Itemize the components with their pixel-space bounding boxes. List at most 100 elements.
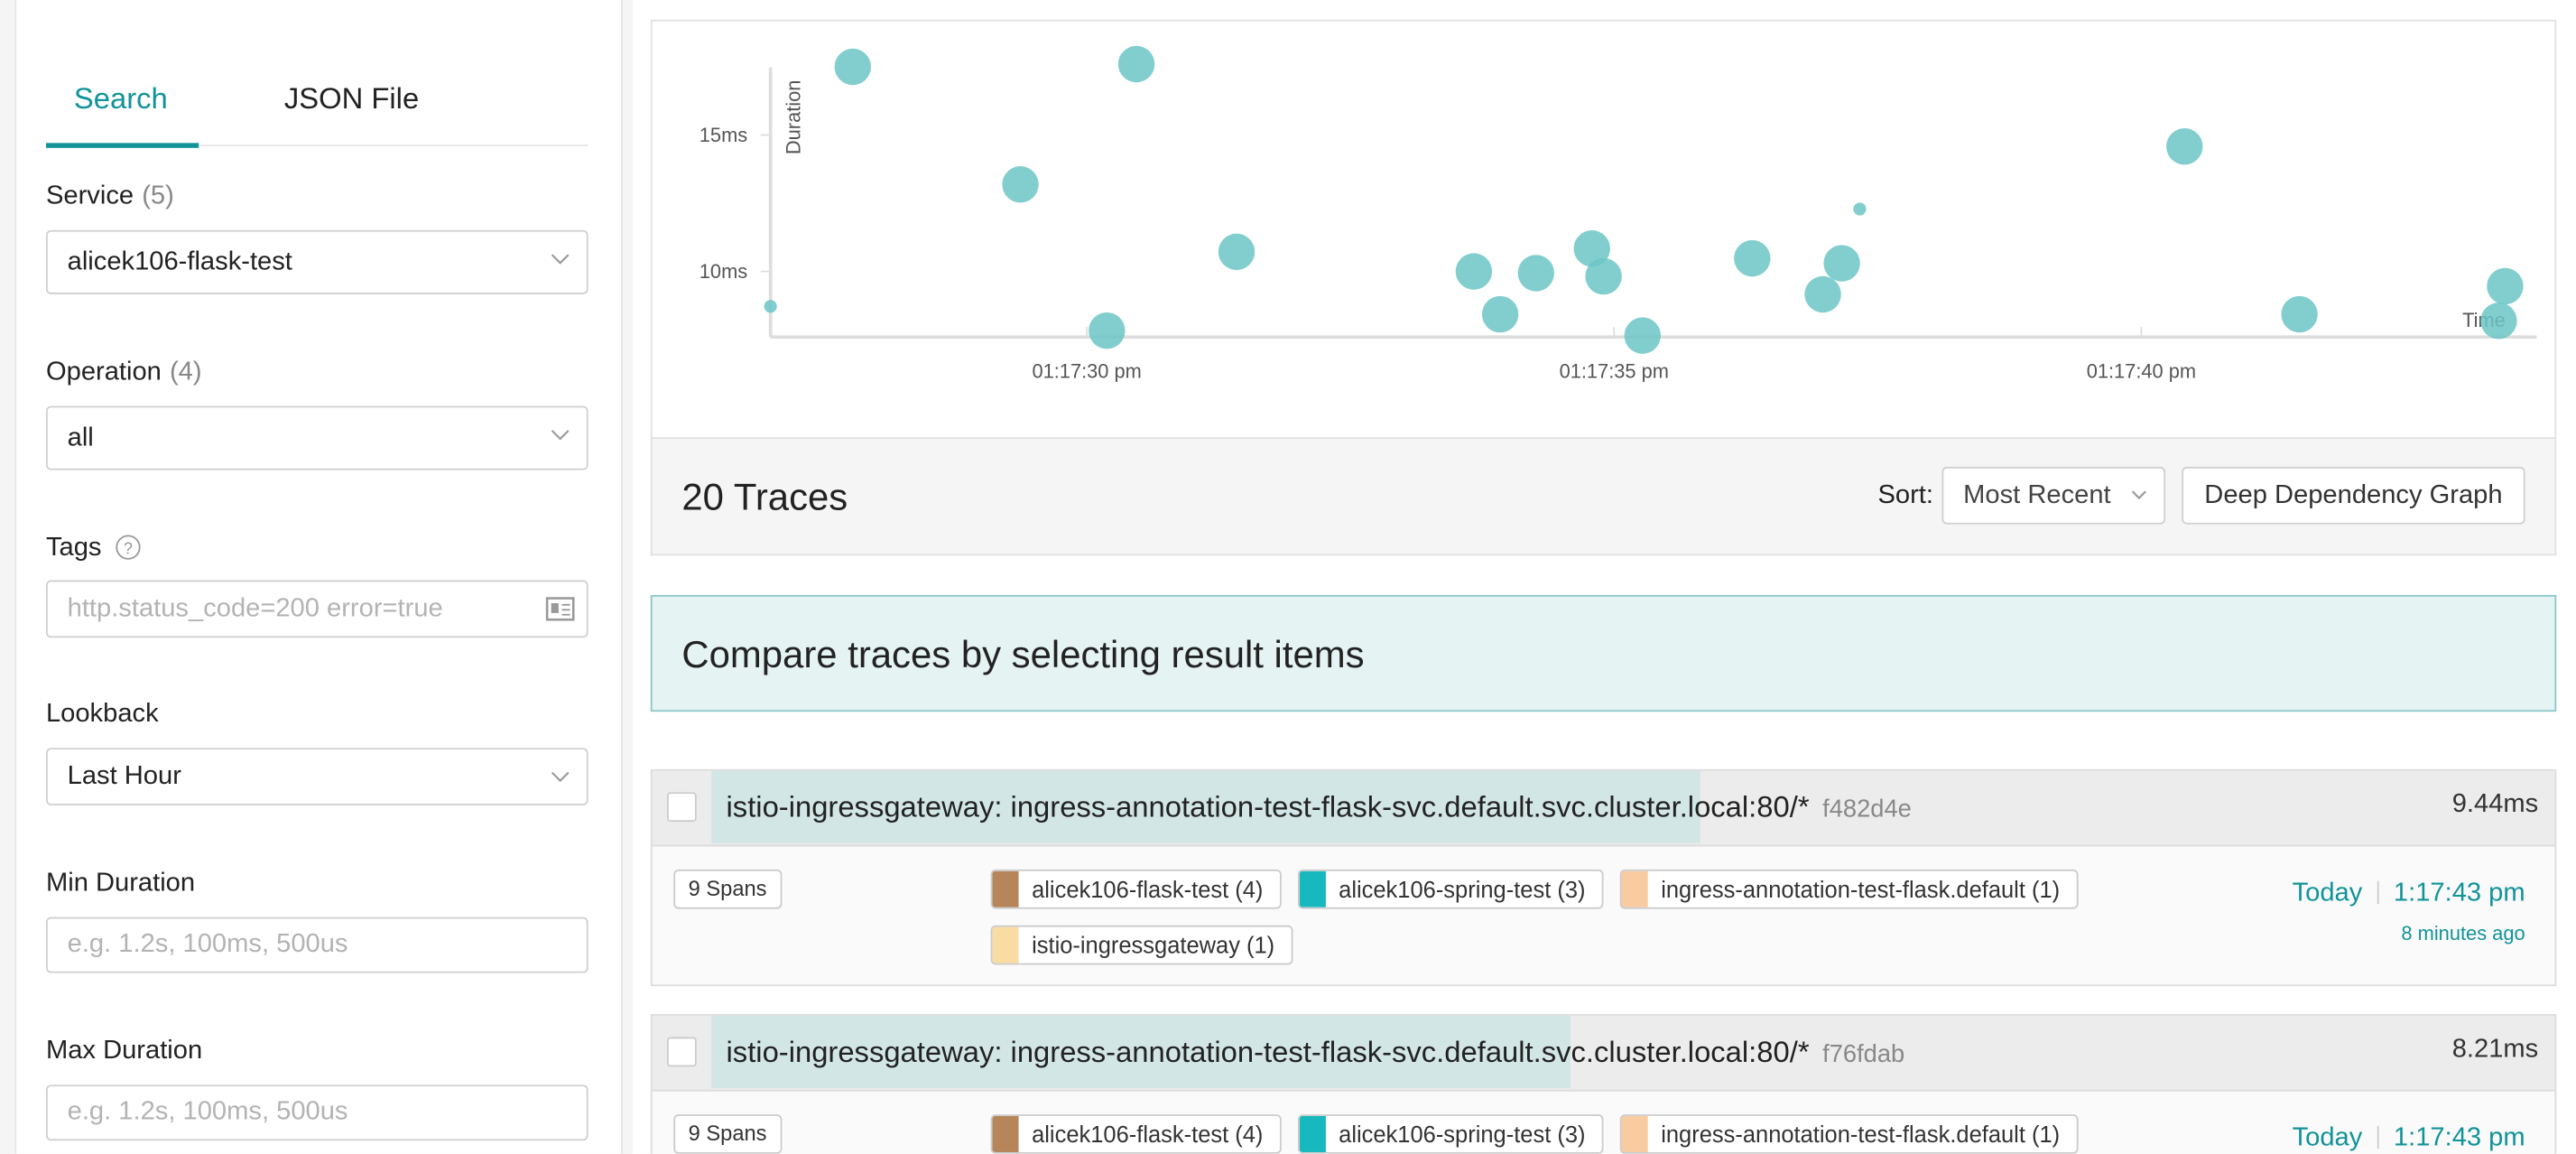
- trace-title: istio-ingressgateway: ingress-annotation…: [726, 790, 1810, 824]
- service-tag: istio-ingressgateway (1): [990, 925, 1293, 965]
- checkbox[interactable]: [667, 792, 697, 823]
- date-separator: [2377, 880, 2379, 905]
- banner-text: Compare traces by selecting result items: [681, 632, 1365, 676]
- service-select[interactable]: alicek106-flask-test: [45, 229, 588, 294]
- tags-input[interactable]: http.status_code=200 error=true: [45, 580, 588, 638]
- trace-point: [1823, 245, 1860, 282]
- sort-label: Sort:: [1877, 481, 1934, 510]
- help-icon[interactable]: ?: [116, 535, 142, 561]
- sort-select[interactable]: Most Recent: [1941, 466, 2166, 525]
- trace-header[interactable]: istio-ingressgateway: ingress-annotation…: [652, 770, 2555, 847]
- trace-id: f482d4e: [1822, 795, 1912, 824]
- operation-select[interactable]: all: [45, 405, 588, 470]
- trace-count: 20 Traces: [681, 475, 848, 518]
- field-label: Tags ?: [46, 535, 142, 564]
- service-swatch: [992, 870, 1019, 907]
- min-duration-input[interactable]: e.g. 1.2s, 100ms, 500us: [45, 917, 588, 973]
- count: (5): [142, 182, 174, 210]
- tab-json[interactable]: JSON File: [283, 82, 420, 116]
- trace-point: [2281, 295, 2318, 333]
- field-label: Min Duration: [45, 869, 196, 898]
- service-tag: alicek106-flask-test (4): [990, 869, 1282, 909]
- trace-point: [1089, 312, 1126, 349]
- trace-point: [2487, 267, 2524, 305]
- lookback-select[interactable]: Last Hour: [45, 748, 588, 805]
- max-duration-input[interactable]: e.g. 1.2s, 100ms, 500us: [45, 1084, 588, 1141]
- trace-header[interactable]: istio-ingressgateway: ingress-annotation…: [652, 1015, 2555, 1092]
- trace-title-row: istio-ingressgateway: ingress-annotation…: [727, 1036, 1905, 1070]
- trace-point: [1218, 233, 1256, 271]
- trace-time: 1:17:43 pm: [2393, 1124, 2525, 1152]
- card-icon: [545, 597, 575, 621]
- service-name: istio-ingressgateway (1): [1032, 932, 1275, 959]
- y-axis-label: Duration: [782, 80, 804, 155]
- select-value: all: [67, 423, 94, 452]
- placeholder: http.status_code=200 error=true: [67, 594, 443, 623]
- date-separator: [2377, 1125, 2379, 1149]
- service-tags: alicek106-flask-test (4) alicek106-spring…: [990, 1114, 2141, 1154]
- service-tag: ingress-annotation-test-flask.default (1…: [1619, 1114, 2079, 1154]
- chevron: [551, 430, 570, 441]
- field-label: Service (5): [46, 182, 174, 212]
- trace-time: 1:17:43 pm: [2393, 879, 2525, 907]
- tab-search[interactable]: Search: [73, 82, 168, 116]
- trace-date: Today: [2292, 879, 2363, 907]
- service-tag: alicek106-flask-test (4): [990, 1114, 1282, 1154]
- trace-card: istio-ingressgateway: ingress-annotation…: [650, 1014, 2557, 1154]
- trace-start: Today 1:17:43 pm: [2293, 1124, 2525, 1154]
- chevron: [2131, 490, 2146, 500]
- service-name: alicek106-flask-test (4): [1032, 1121, 1264, 1148]
- trace-point: [1517, 255, 1555, 292]
- trace-body: 9 Spans alicek106-flask-test (4) alicek106…: [653, 1092, 2555, 1154]
- trace-date: Today: [2292, 1124, 2363, 1152]
- checkbox[interactable]: [667, 1037, 697, 1067]
- service-tag: alicek106-spring-test (3): [1297, 869, 1604, 909]
- dependency-button[interactable]: Deep Dependency Graph: [2182, 466, 2525, 525]
- service-swatch: [992, 1115, 1019, 1152]
- trace-point: [1573, 230, 1610, 267]
- tab-divider: [199, 144, 588, 146]
- trace-point: [1455, 253, 1493, 290]
- trace-title-row: istio-ingressgateway: ingress-annotation…: [727, 791, 1912, 825]
- trace-point: [764, 300, 777, 313]
- service-tag: alicek106-spring-test (3): [1297, 1114, 1604, 1154]
- x-tick-label: 01:17:30 pm: [1032, 360, 1141, 383]
- trace-point: [1481, 295, 1519, 333]
- label: Operation: [45, 358, 162, 386]
- trace-point: [1624, 317, 1662, 354]
- duration-bar: [711, 1015, 1571, 1088]
- trace-duration: 9.44ms: [2451, 790, 2539, 819]
- span-count: 9 Spans: [673, 869, 782, 909]
- select-value: Most Recent: [1963, 481, 2111, 510]
- scatter-panel: 10ms 15ms 01:17:30 pm 01:17:35 pm 01:17:40 p…: [650, 19, 2557, 439]
- trace-ago: 8 minutes ago: [2401, 922, 2525, 945]
- trace-id: f76fdab: [1822, 1040, 1905, 1069]
- field-label: Lookback: [45, 700, 159, 729]
- service-swatch: [1621, 1115, 1648, 1152]
- chevron: [551, 771, 570, 783]
- search-panel: Search JSON File Service (5) alicek106-fl…: [14, 0, 623, 1154]
- svg-text:?: ?: [124, 539, 133, 557]
- trace-card: istio-ingressgateway: ingress-annotation…: [650, 768, 2557, 987]
- trace-duration: 8.21ms: [2451, 1035, 2539, 1064]
- trace-point: [1585, 257, 1622, 295]
- duration-bar: [711, 770, 1700, 843]
- tab-underline: [45, 143, 199, 148]
- label: Service: [45, 182, 134, 210]
- select-value: Last Hour: [67, 762, 181, 791]
- trace-point: [2480, 302, 2517, 340]
- count: (4): [169, 358, 202, 386]
- trace-point: [1002, 166, 1039, 203]
- service-tag: ingress-annotation-test-flask.default (1…: [1619, 869, 2079, 909]
- field-label: Operation (4): [46, 358, 202, 388]
- service-swatch: [1299, 1115, 1326, 1152]
- x-tick-label: 01:17:35 pm: [1560, 360, 1669, 383]
- service-swatch: [1621, 870, 1648, 907]
- compare-banner: Compare traces by selecting result items: [650, 594, 2557, 712]
- scatter-chart: 10ms 15ms 01:17:30 pm 01:17:35 pm 01:17:40 p…: [700, 45, 2537, 383]
- service-swatch: [992, 926, 1019, 963]
- trace-point: [1117, 45, 1155, 83]
